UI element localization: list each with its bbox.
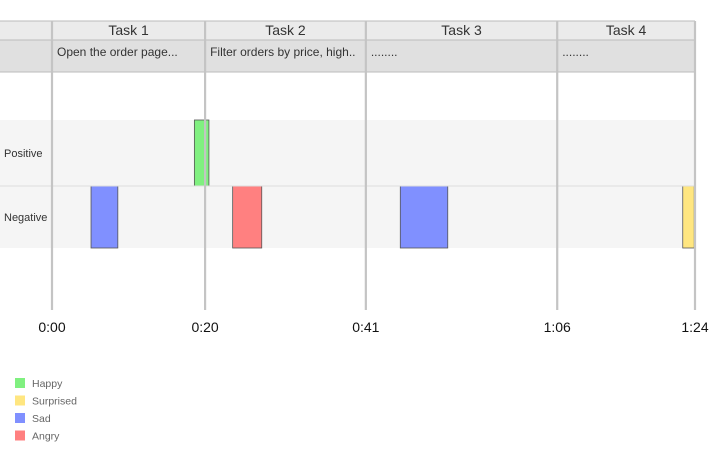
task-title-2: Task 2 [265, 22, 306, 38]
x-tick-label-2: 0:41 [352, 319, 379, 335]
header-desc-band [0, 40, 695, 72]
task-description-1: Open the order page... [57, 45, 178, 59]
legend-label-happy: Happy [32, 378, 63, 390]
task-description-3: ........ [371, 45, 398, 59]
legend-swatch-sad [15, 413, 25, 423]
task-title-4: Task 4 [606, 22, 647, 38]
grid-lines [0, 20, 697, 310]
row-label-negative: Negative [4, 212, 47, 224]
x-tick-label-0: 0:00 [38, 319, 65, 335]
event-bar-sad-1 [90, 185, 119, 249]
legend-swatch-surprised [15, 395, 25, 406]
emotion-events [90, 119, 695, 249]
x-tick-label-3: 1:06 [544, 319, 571, 335]
header-title-band [0, 21, 695, 40]
task-title-1: Task 1 [108, 22, 149, 38]
x-axis-ticks: 0:00 0:20 0:41 1:06 1:24 [38, 319, 708, 335]
event-bar-happy-0 [193, 119, 210, 187]
x-tick-label-4: 1:24 [681, 319, 708, 335]
row-labels: Positive Negative [4, 148, 47, 224]
legend-label-sad: Sad [32, 413, 51, 425]
legend-swatch-angry [15, 430, 25, 441]
event-bar-angry-2 [232, 185, 263, 249]
legend-label-surprised: Surprised [32, 396, 77, 408]
legend-swatch-happy [15, 378, 25, 388]
event-bar-surprised-4 [682, 185, 695, 249]
task-description-4: ........ [562, 45, 589, 59]
task-title-3: Task 3 [441, 22, 482, 38]
event-bar-sad-3 [399, 185, 449, 249]
row-label-positive: Positive [4, 148, 43, 160]
legend: Happy Surprised Sad Angry [15, 378, 77, 443]
x-tick-label-1: 0:20 [191, 319, 218, 335]
legend-label-angry: Angry [32, 431, 60, 443]
task-description-2: Filter orders by price, high.. [210, 45, 355, 59]
task-headers: Task 1 Open the order page... Task 2 Filter… [57, 22, 647, 59]
